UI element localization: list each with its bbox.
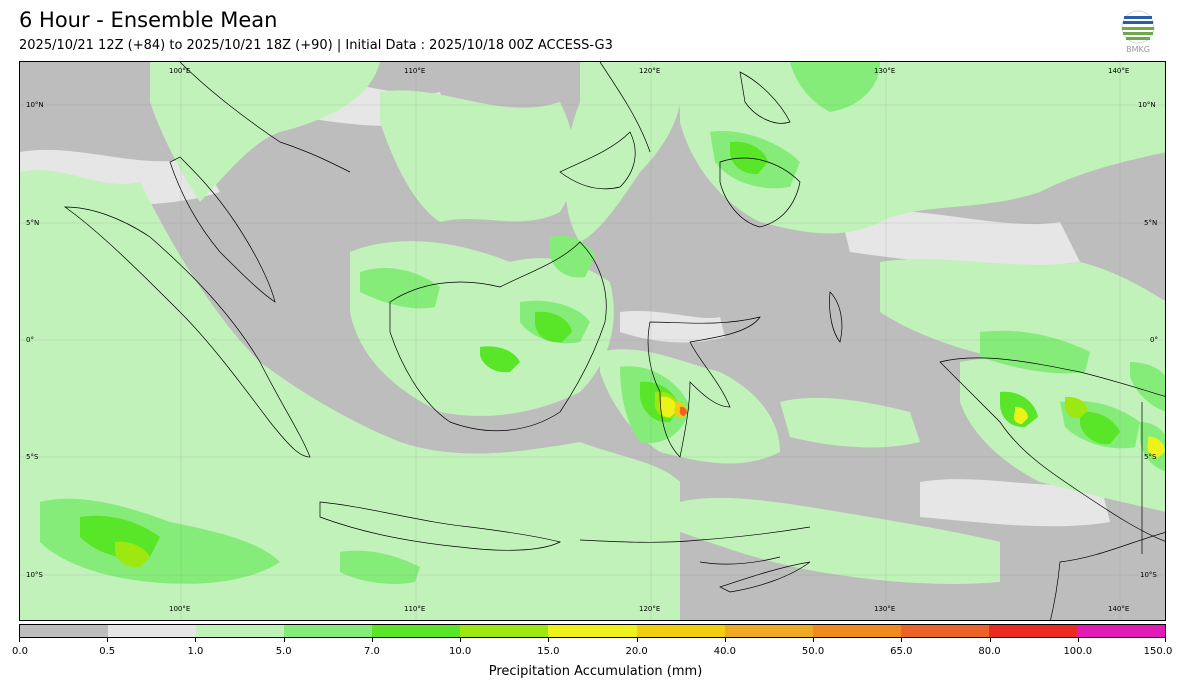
colorbar-segment: [636, 625, 725, 637]
colorbar-tick-mark: [725, 638, 726, 642]
colorbar-tick-mark: [901, 638, 902, 642]
lat-label-right: 5°S: [1144, 453, 1157, 461]
colorbar-tick-mark: [195, 638, 196, 642]
lon-label-top: 130°E: [874, 67, 896, 75]
colorbar-tick-label: 0.5: [99, 646, 116, 657]
precip-15-layer: [659, 396, 1165, 458]
colorbar-segment: [108, 625, 197, 637]
lon-label-bottom: 110°E: [404, 605, 426, 613]
colorbar-tick-mark: [1165, 638, 1166, 642]
map-canvas: [20, 62, 1165, 620]
colorbar-tick-label: 15.0: [537, 646, 560, 657]
colorbar-tick-mark: [1078, 638, 1079, 642]
colorbar-tick-label: 40.0: [713, 646, 736, 657]
lon-label-bottom: 120°E: [639, 605, 661, 613]
colorbar-tick-mark: [372, 638, 373, 642]
lon-label-bottom: 130°E: [874, 605, 896, 613]
colorbar-tick-label: 50.0: [801, 646, 825, 657]
colorbar-tick-mark: [637, 638, 638, 642]
lon-label-top: 140°E: [1108, 67, 1130, 75]
page-subtitle: 2025/10/21 12Z (+84) to 2025/10/21 18Z (…: [19, 38, 613, 53]
colorbar-tick-mark: [460, 638, 461, 642]
lat-label-right: 5°N: [1144, 219, 1158, 227]
colorbar-tick-mark: [107, 638, 108, 642]
colorbar-segment: [1076, 625, 1166, 637]
colorbar-tick-mark: [813, 638, 814, 642]
lat-label-left: 5°S: [26, 453, 39, 461]
colorbar-tick-label: 7.0: [363, 646, 380, 657]
lon-label-top: 110°E: [404, 67, 426, 75]
colorbar-segment: [548, 625, 637, 637]
lat-label-right: 0°: [1150, 336, 1158, 344]
lat-label-left: 10°N: [26, 101, 44, 109]
coastlines: [63, 62, 1165, 620]
lat-label-right: 10°S: [1140, 571, 1157, 579]
precip-65-layer: [679, 406, 687, 416]
colorbar: [19, 624, 1166, 638]
colorbar-tick-label: 5.0: [275, 646, 292, 657]
colorbar-tick-label: 80.0: [978, 646, 1001, 657]
colorbar-segment: [20, 625, 109, 637]
lat-label-right: 10°N: [1138, 101, 1156, 109]
precip-1-layer: [20, 62, 1165, 620]
colorbar-segment: [988, 625, 1077, 637]
logo-text: BMKG: [1126, 45, 1150, 54]
lat-label-left: 5°N: [26, 219, 40, 227]
colorbar-tick-label: 10.0: [449, 646, 472, 657]
colorbar-tick-label: 1.0: [187, 646, 204, 657]
precipitation-map: 100°E 110°E 120°E 130°E 140°E 100°E 110°…: [19, 61, 1166, 621]
bmkg-logo: BMKG: [1120, 10, 1156, 54]
colorbar-segment: [460, 625, 549, 637]
colorbar-segment: [196, 625, 285, 637]
colorbar-tick-mark: [284, 638, 285, 642]
colorbar-label: Precipitation Accumulation (mm): [488, 664, 703, 679]
colorbar-tick-mark: [990, 638, 991, 642]
colorbar-tick-label: 20.0: [625, 646, 648, 657]
page-title: 6 Hour - Ensemble Mean: [19, 8, 278, 32]
lon-label-bottom: 140°E: [1108, 605, 1130, 613]
colorbar-tick-label: 65.0: [890, 646, 913, 657]
lon-label-top: 100°E: [169, 67, 191, 75]
colorbar-tick-mark: [19, 638, 20, 642]
colorbar-tick-label: 150.0: [1143, 646, 1173, 657]
colorbar-segment: [812, 625, 901, 637]
lon-label-bottom: 100°E: [169, 605, 191, 613]
colorbar-tick-mark: [548, 638, 549, 642]
colorbar-segment: [724, 625, 813, 637]
colorbar-tick-label: 100.0: [1063, 646, 1093, 657]
colorbar-segment: [372, 625, 461, 637]
colorbar-tick-label: 0.0: [12, 646, 28, 657]
colorbar-segment: [284, 625, 373, 637]
lat-label-left: 0°: [26, 336, 34, 344]
graticule: [20, 62, 1165, 620]
lat-label-left: 10°S: [26, 571, 43, 579]
lon-label-top: 120°E: [639, 67, 661, 75]
colorbar-segment: [900, 625, 989, 637]
